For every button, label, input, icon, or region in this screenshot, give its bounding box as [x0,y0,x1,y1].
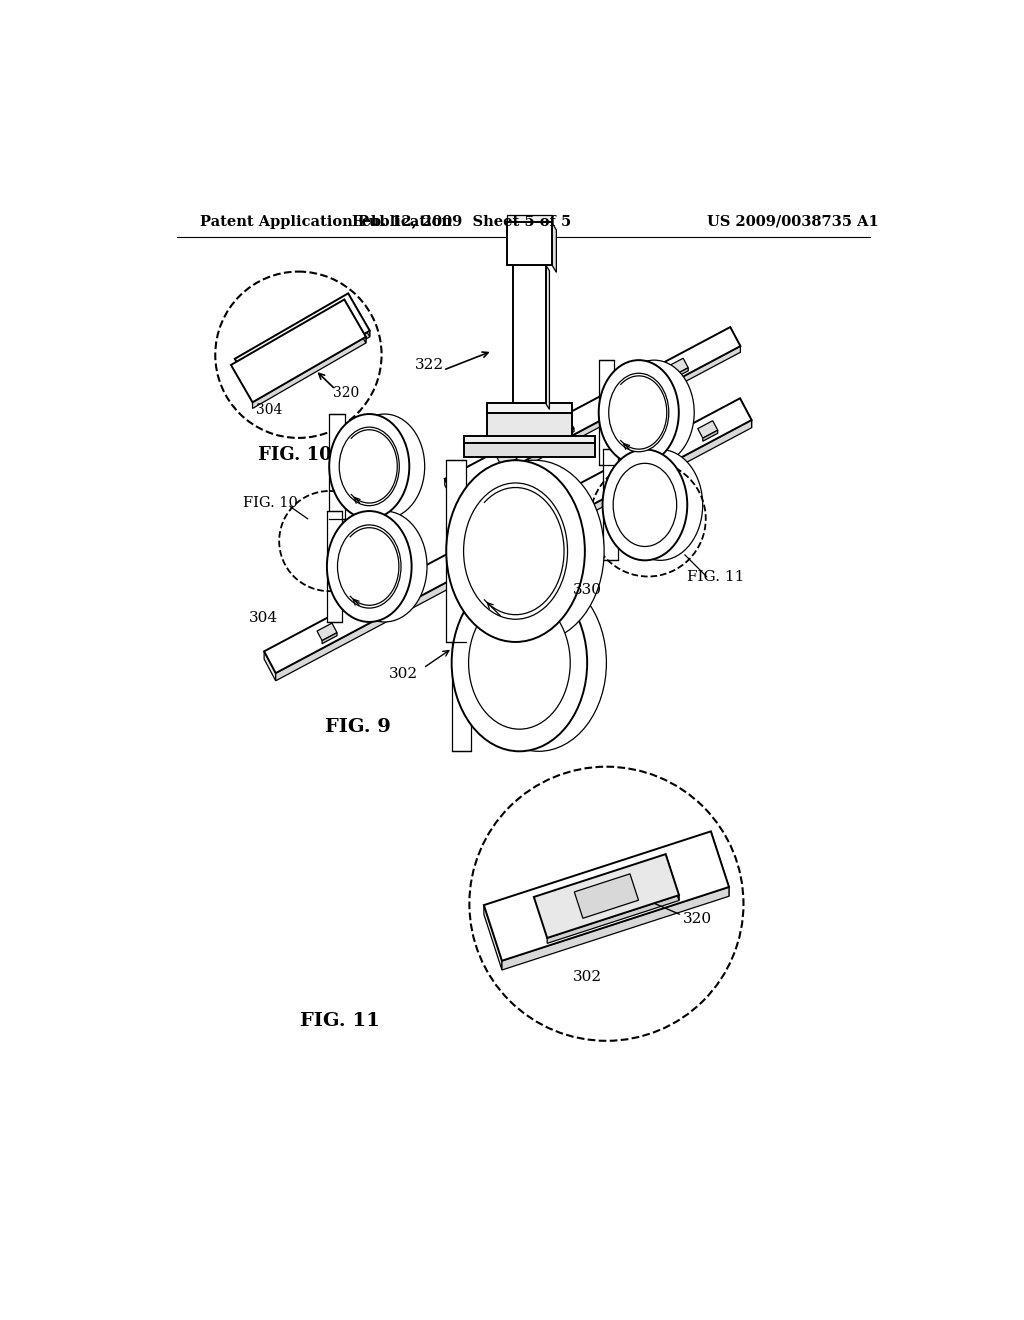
Polygon shape [546,264,550,409]
Polygon shape [452,574,471,751]
Ellipse shape [452,574,587,751]
Text: Feb. 12, 2009  Sheet 5 of 5: Feb. 12, 2009 Sheet 5 of 5 [352,215,571,228]
Polygon shape [507,222,552,264]
Polygon shape [484,906,502,970]
Ellipse shape [338,525,401,609]
Polygon shape [231,300,366,403]
Polygon shape [702,430,718,441]
Polygon shape [264,651,275,681]
Polygon shape [502,459,517,470]
Text: 320: 320 [683,912,712,927]
Ellipse shape [608,374,669,451]
Polygon shape [234,293,370,396]
Ellipse shape [469,597,570,729]
Polygon shape [464,436,595,444]
Polygon shape [673,368,688,379]
Text: FIG. 11: FIG. 11 [687,569,744,583]
Polygon shape [264,399,752,673]
Polygon shape [730,327,740,352]
Polygon shape [616,399,631,409]
Polygon shape [559,429,574,440]
Ellipse shape [613,463,677,546]
Polygon shape [275,420,752,681]
Ellipse shape [464,483,567,619]
Polygon shape [697,421,718,438]
Ellipse shape [599,360,679,465]
Polygon shape [666,854,679,900]
Text: US 2009/0038735 A1: US 2009/0038735 A1 [707,215,879,228]
Text: FIG. 10: FIG. 10 [244,496,298,511]
Polygon shape [256,331,370,403]
Polygon shape [534,854,679,939]
Ellipse shape [330,414,410,519]
Ellipse shape [617,449,702,560]
Ellipse shape [446,461,585,642]
Polygon shape [487,412,571,436]
Polygon shape [574,874,639,919]
Polygon shape [554,418,574,437]
Polygon shape [474,540,494,557]
Polygon shape [398,593,413,603]
Polygon shape [599,360,614,465]
Polygon shape [253,337,366,408]
Polygon shape [393,582,413,601]
Polygon shape [348,293,370,337]
Polygon shape [507,215,552,222]
Polygon shape [502,887,729,970]
Polygon shape [330,414,345,519]
Text: FIG. 11: FIG. 11 [300,1012,380,1030]
Polygon shape [446,461,466,642]
Text: 330: 330 [572,582,602,597]
Polygon shape [740,399,752,428]
Polygon shape [513,264,546,404]
Polygon shape [317,623,337,640]
Text: 304: 304 [256,403,283,417]
Text: 302: 302 [389,668,419,681]
Text: 304: 304 [249,611,278,626]
Ellipse shape [327,511,412,622]
Polygon shape [323,632,337,644]
Ellipse shape [614,360,694,465]
Polygon shape [552,222,556,272]
Polygon shape [487,404,571,412]
Polygon shape [560,506,575,517]
Polygon shape [327,511,342,622]
Text: FIG. 10: FIG. 10 [258,446,332,463]
Ellipse shape [471,574,606,751]
Polygon shape [479,549,494,560]
Ellipse shape [339,428,399,506]
Text: Patent Application Publication: Patent Application Publication [200,215,452,228]
Polygon shape [636,466,651,477]
Polygon shape [344,300,366,343]
Polygon shape [444,479,455,504]
Polygon shape [464,444,595,457]
Polygon shape [669,358,688,376]
Polygon shape [602,449,617,560]
Polygon shape [711,832,729,896]
Ellipse shape [345,414,425,519]
Polygon shape [555,496,575,513]
Polygon shape [611,388,631,407]
Text: FIG. 9: FIG. 9 [325,718,390,735]
Polygon shape [444,327,740,498]
Polygon shape [455,346,740,504]
Text: 302: 302 [572,970,602,983]
Polygon shape [484,832,729,961]
Ellipse shape [466,461,604,642]
Polygon shape [497,449,517,467]
Polygon shape [631,457,651,474]
Ellipse shape [602,449,687,560]
Ellipse shape [342,511,427,622]
Text: 322: 322 [415,358,443,372]
Text: 320: 320 [333,387,359,400]
Polygon shape [547,895,679,944]
